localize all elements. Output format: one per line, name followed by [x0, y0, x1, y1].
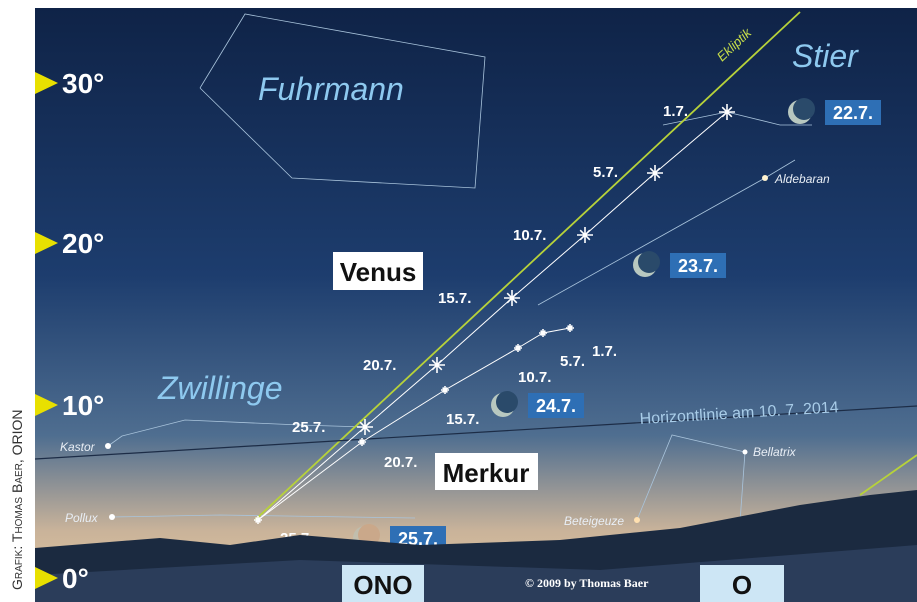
- planet-name: Venus: [340, 257, 417, 287]
- altitude-marker: [35, 232, 58, 254]
- moon-date: 23.7.: [678, 256, 718, 276]
- date-label: 1.7.: [663, 103, 688, 120]
- merkur-path: [257, 327, 571, 521]
- moon-shadow: [496, 391, 518, 413]
- horizon-line: [34, 405, 917, 460]
- star: [762, 175, 768, 181]
- constellation-name: Zwillinge: [157, 370, 282, 406]
- date-label: 10.7.: [518, 369, 551, 386]
- planet-position: [577, 227, 593, 243]
- altitude-label: 20°: [62, 228, 104, 259]
- moon-shadow: [638, 251, 660, 273]
- date-label: 25.7.: [292, 419, 325, 436]
- moon-date-box: [670, 253, 726, 278]
- star: [634, 517, 640, 523]
- planet-position: [539, 329, 547, 337]
- planet-position: [719, 104, 735, 120]
- planet-position: [254, 516, 262, 524]
- altitude-label: 0°: [62, 563, 89, 594]
- planet-box: [435, 453, 538, 490]
- ecliptic-line: [254, 11, 801, 521]
- moon-date: 22.7.: [833, 103, 873, 123]
- direction-box: [342, 565, 424, 602]
- sky: [35, 8, 917, 602]
- planet-position: [514, 344, 522, 352]
- planet-box: [333, 252, 423, 290]
- date-label: 15.7.: [446, 411, 479, 428]
- planet-position: [647, 165, 663, 181]
- planet-position: [429, 357, 445, 373]
- constellation-name: Fuhrmann: [258, 71, 404, 107]
- altitude-marker: [35, 72, 58, 94]
- moon-date-box: [528, 393, 584, 418]
- date-label: 5.7.: [560, 353, 585, 370]
- planet-position: [357, 419, 373, 435]
- ecliptic-line: [859, 454, 917, 496]
- copyright: © 2009 by Thomas Baer: [525, 576, 649, 590]
- date-label: 1.7.: [592, 343, 617, 360]
- star-name: Beteigeuze: [564, 514, 624, 528]
- planet-position: [358, 438, 366, 446]
- planet-name: Merkur: [443, 458, 530, 488]
- direction-box: [700, 565, 784, 602]
- star-name: Pollux: [65, 511, 99, 525]
- altitude-label: 30°: [62, 68, 104, 99]
- altitude-marker: [35, 394, 58, 416]
- star: [109, 514, 115, 520]
- star-name: Aldebaran: [774, 172, 830, 186]
- star: [742, 449, 748, 455]
- moon-date: 24.7.: [536, 396, 576, 416]
- direction: O: [732, 570, 752, 600]
- constellation-name: Stier: [792, 38, 859, 74]
- altitude-marker: [35, 567, 58, 589]
- moon-shadow: [793, 98, 815, 120]
- date-label: 15.7.: [438, 290, 471, 307]
- star-name: Kastor: [60, 440, 96, 454]
- star: [105, 443, 111, 449]
- date-label: 20.7.: [363, 357, 396, 374]
- planet-position: [566, 324, 574, 332]
- star-name: Bellatrix: [753, 445, 797, 459]
- ground-front: [35, 545, 917, 602]
- credit: Grafik: Thomas Baer, ORION: [9, 409, 25, 590]
- date-label: 20.7.: [384, 454, 417, 471]
- planet-position: [441, 386, 449, 394]
- planet-position: [504, 290, 520, 306]
- moon-date-box: [825, 100, 881, 125]
- date-label: 10.7.: [513, 227, 546, 244]
- direction: ONO: [353, 570, 412, 600]
- date-label: 5.7.: [593, 164, 618, 181]
- altitude-label: 10°: [62, 390, 104, 421]
